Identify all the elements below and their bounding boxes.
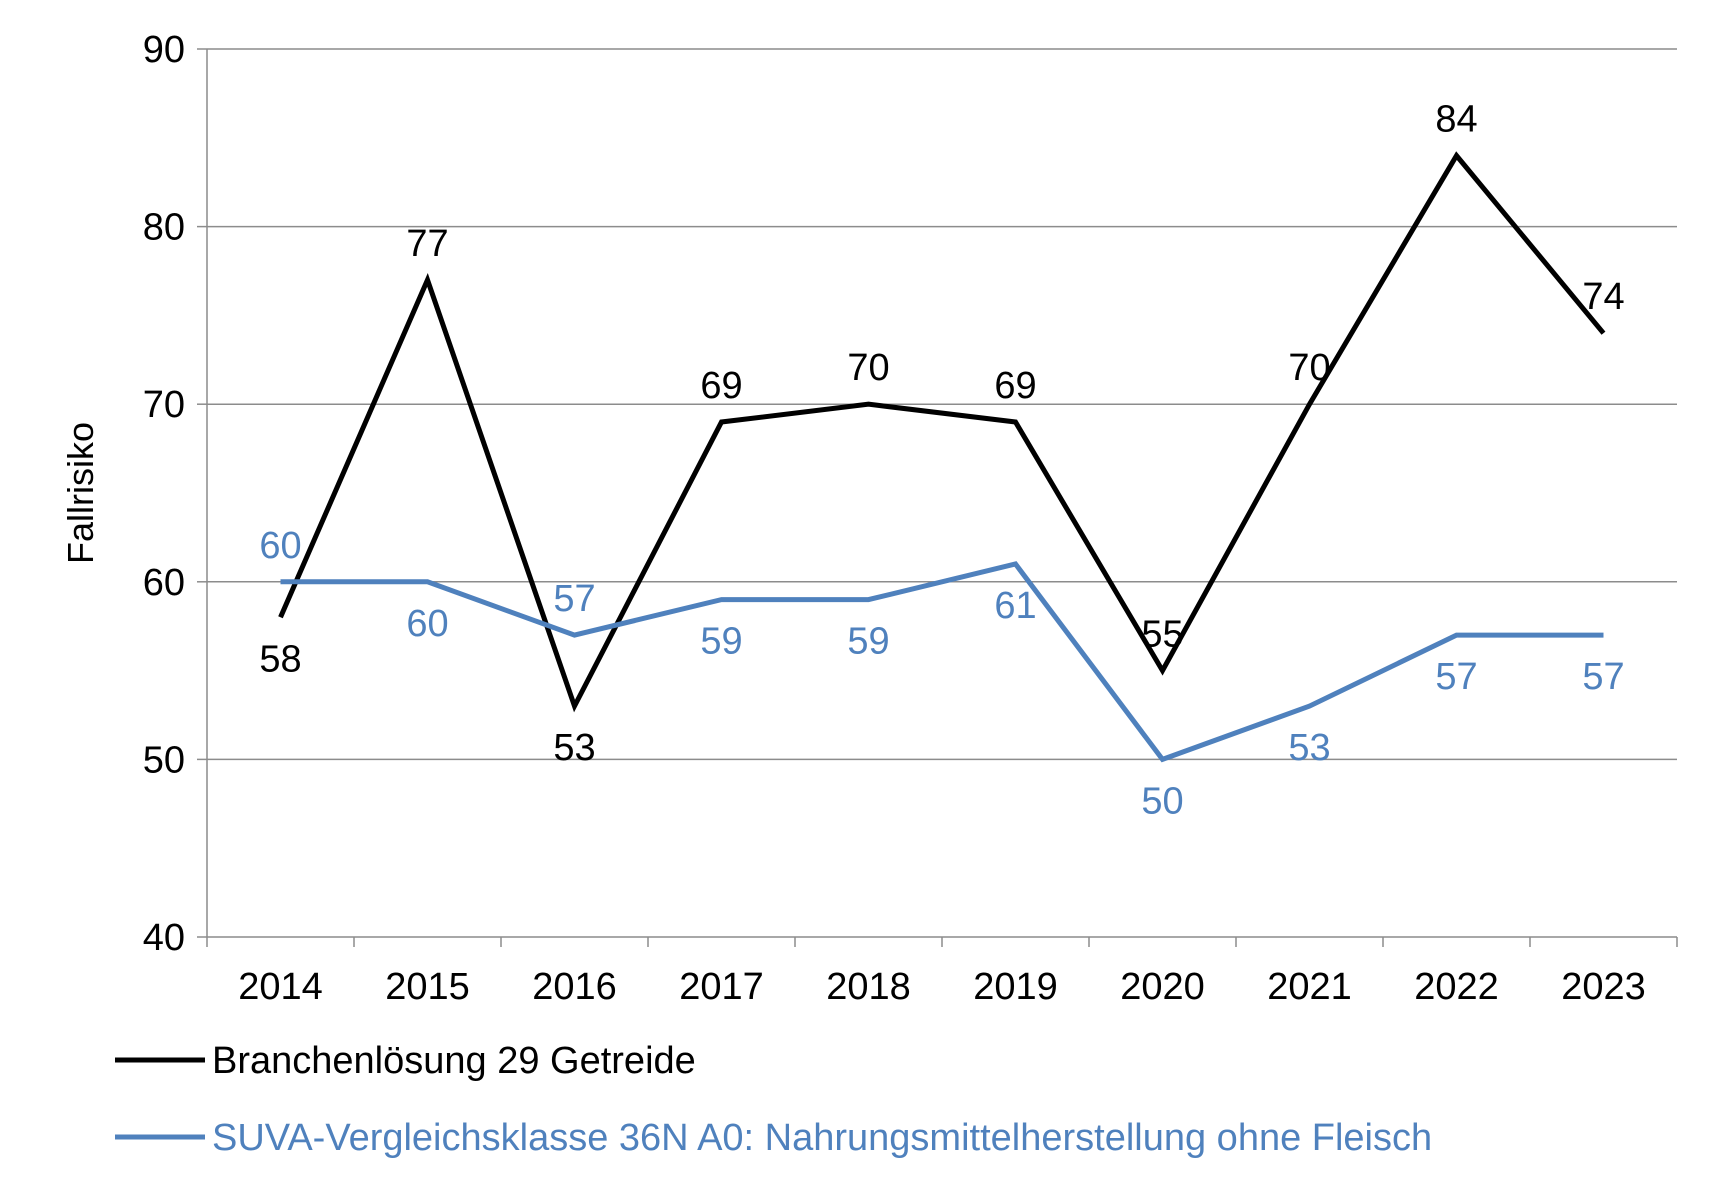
x-tick-label-2020: 2020 (1120, 966, 1205, 1008)
series-lines (278, 151, 1606, 763)
data-label-s2-2015: 60 (406, 603, 448, 645)
x-tick-label-2021: 2021 (1267, 966, 1352, 1008)
x-tick-label-2014: 2014 (238, 966, 323, 1008)
data-label-s1-2018: 70 (847, 347, 889, 389)
y-tick-label: 50 (143, 739, 185, 781)
x-tick-label-2017: 2017 (679, 966, 764, 1008)
data-label-s1-2020: 55 (1141, 614, 1183, 656)
series-line-1 (278, 151, 1606, 713)
series-line-2 (280, 561, 1604, 763)
y-tick-label: 80 (143, 207, 185, 249)
x-tick-label-2023: 2023 (1561, 966, 1646, 1008)
data-label-s1-2023: 74 (1582, 276, 1624, 318)
data-label-s2-2016: 57 (553, 578, 595, 620)
x-tick-label-2015: 2015 (385, 966, 470, 1008)
data-label-s1-2016: 53 (553, 727, 595, 769)
data-label-s2-2018: 59 (847, 621, 889, 663)
data-label-s1-2017: 69 (700, 365, 742, 407)
data-label-s1-2019: 69 (994, 365, 1036, 407)
x-tick-label-2022: 2022 (1414, 966, 1499, 1008)
legend: Branchenlösung 29 Getreide SUVA-Vergleich… (115, 1040, 1432, 1159)
data-label-s1-2022: 84 (1435, 99, 1477, 141)
axes: 40 50 60 70 80 90 2014 2015 2016 2017 2018 2019 2020… (60, 29, 1678, 1008)
data-label-s2-2020: 50 (1141, 780, 1183, 822)
data-label-s2-2019: 61 (994, 585, 1036, 627)
data-label-s1-2021: 70 (1288, 347, 1330, 389)
data-label-s1-2015: 77 (406, 223, 448, 265)
data-label-s2-2021: 53 (1288, 727, 1330, 769)
data-label-s2-2022: 57 (1435, 656, 1477, 698)
data-labels: 58 77 53 69 70 69 55 70 84 74 60 60 57 59 59 61 50 53 57 57 (259, 99, 1624, 823)
y-axis-label: Fallrisiko (60, 422, 101, 564)
y-tick-label: 70 (143, 384, 185, 426)
data-label-s2-2014: 60 (259, 525, 301, 567)
x-tick-label-2019: 2019 (973, 966, 1058, 1008)
gridlines (207, 48, 1677, 761)
legend-label-2: SUVA-Vergleichsklasse 36N A0: Nahrungsmi… (212, 1117, 1432, 1159)
data-label-s1-2014: 58 (259, 638, 301, 680)
y-tick-label: 60 (143, 562, 185, 604)
legend-label-1: Branchenlösung 29 Getreide (212, 1040, 696, 1082)
x-tick-label-2018: 2018 (826, 966, 911, 1008)
data-label-s2-2017: 59 (700, 621, 742, 663)
data-label-s2-2023: 57 (1582, 656, 1624, 698)
y-tick-label: 90 (143, 29, 185, 71)
x-tick-label-2016: 2016 (532, 966, 617, 1008)
y-tick-label: 40 (143, 917, 185, 959)
